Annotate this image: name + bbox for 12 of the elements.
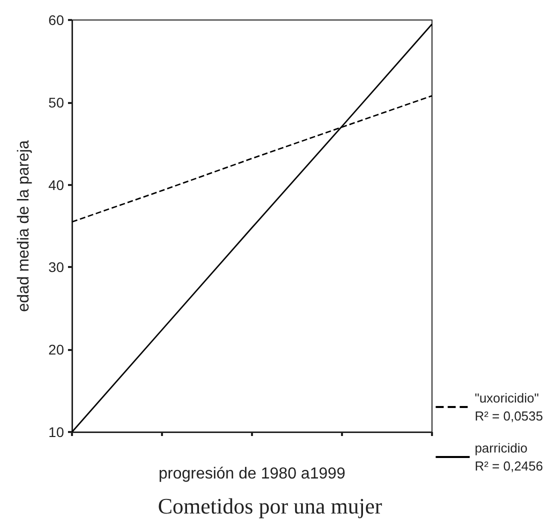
y-tick-label: 40 [48, 176, 64, 193]
y-tick-label: 10 [48, 424, 64, 440]
line-series [71, 23, 433, 433]
y-tick-label: 50 [48, 94, 64, 110]
y-tick-label: 20 [48, 342, 64, 358]
text: Cometidos por una mujer [158, 494, 383, 518]
y-axis-title: edad media de la pareja [16, 140, 32, 312]
legend-label: "uxoricidio" R² = 0,0535 [474, 390, 543, 424]
legend-label: parricidio R² = 0,2456 [474, 440, 543, 474]
y-tick-label: 30 [48, 259, 64, 276]
x-axis-title: progresión de 1980 a1999 [158, 466, 346, 482]
y-tick-label: 60 [48, 12, 64, 28]
